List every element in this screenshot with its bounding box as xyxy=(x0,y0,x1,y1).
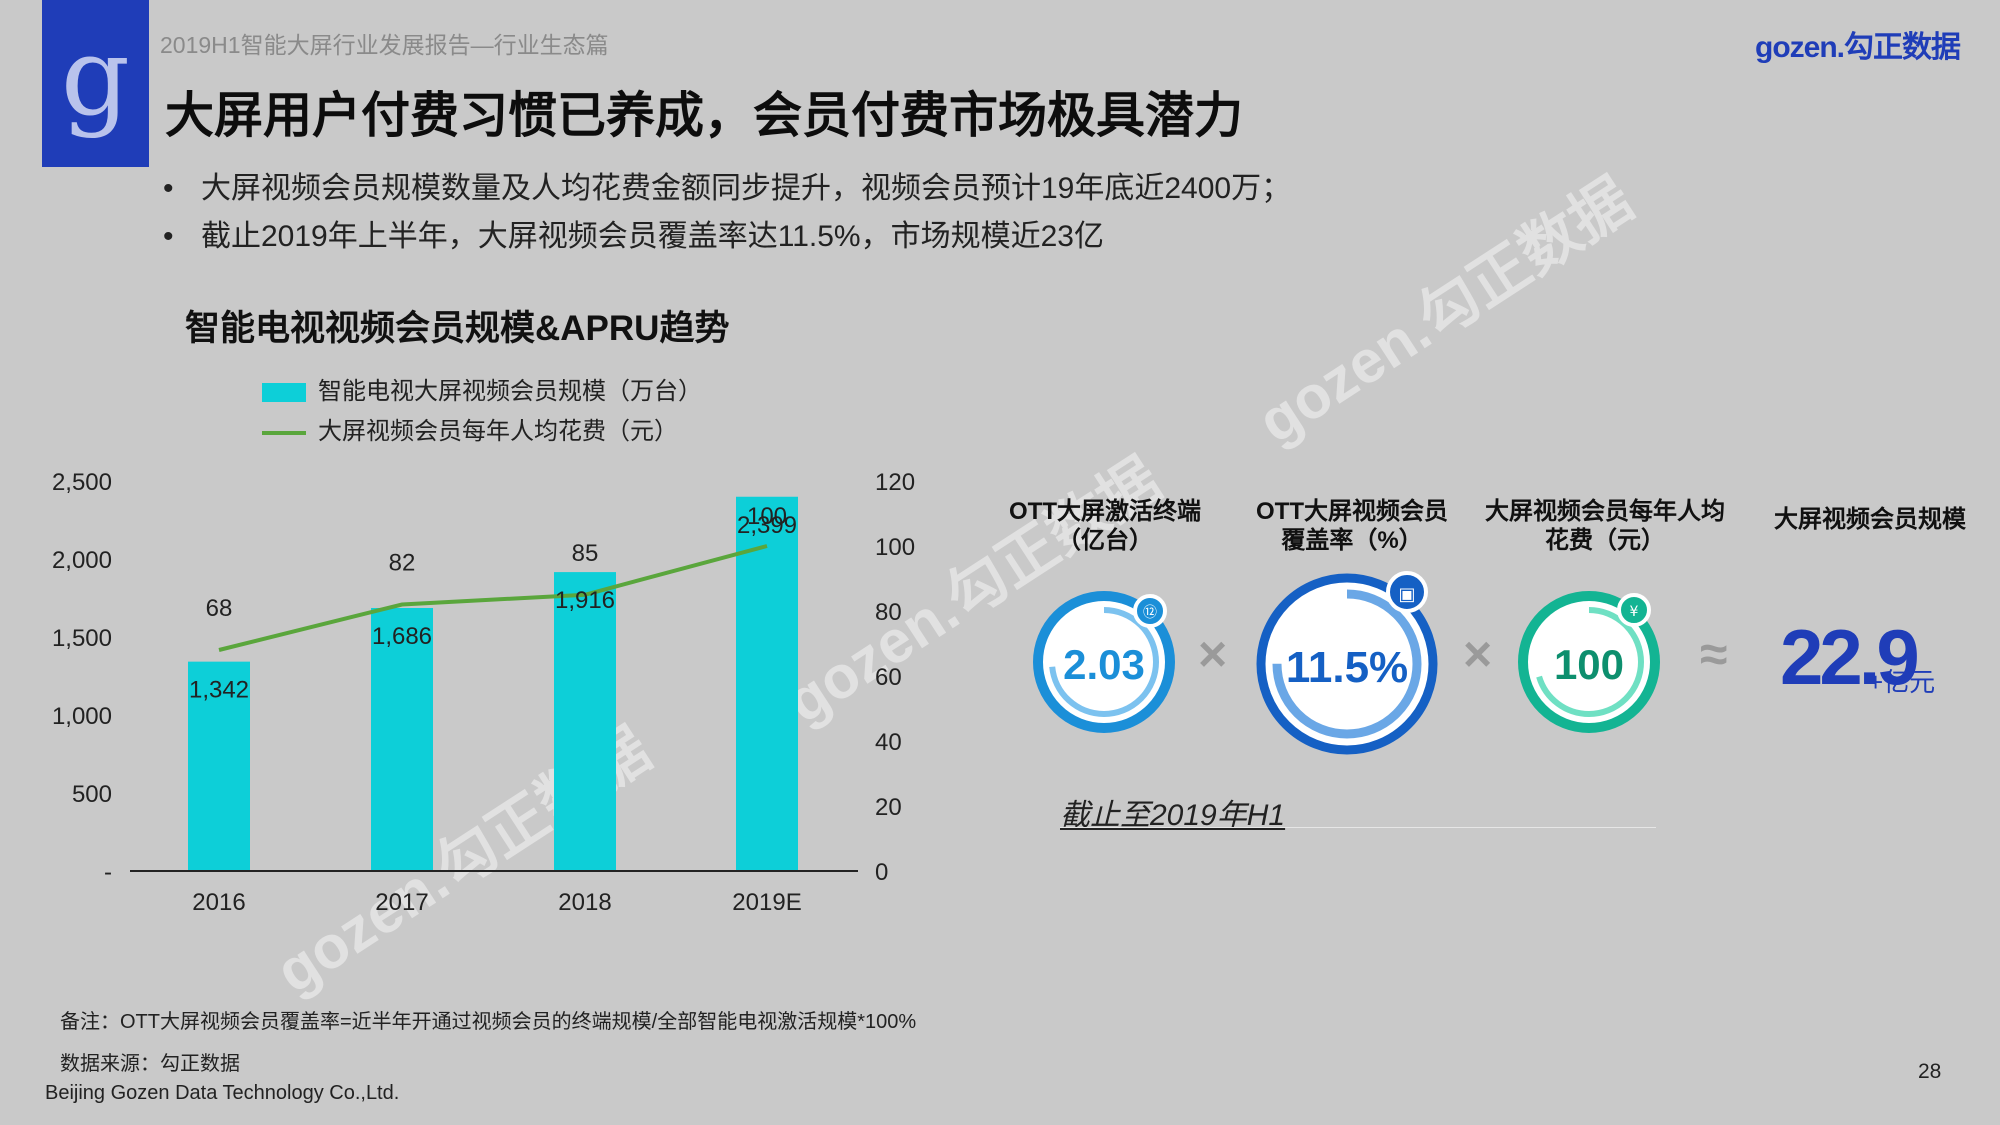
yuan-icon xyxy=(1617,593,1651,627)
kpi-circle-terminals: 2.03 ⑫ xyxy=(1033,591,1175,733)
data-source: 数据来源：勾正数据 xyxy=(60,1053,240,1075)
bullet-item: • 大屏视频会员规模数量及人均花费金额同步提升，视频会员预计19年底近2400万； xyxy=(163,163,1291,207)
kpi-value: 100 xyxy=(1554,641,1624,688)
x-tick-label: 2019E xyxy=(732,889,801,916)
bullet-dot-icon: • xyxy=(163,172,174,205)
line-data-label: 68 xyxy=(206,595,233,622)
approx-operator: ≈ xyxy=(1700,626,1728,682)
y-right-tick-label: 20 xyxy=(875,794,902,821)
result-unit: +亿元 xyxy=(1868,667,1936,697)
kpi-label-line: OTT大屏激活终端 xyxy=(1009,498,1201,525)
kpi-label-line: OTT大屏视频会员 xyxy=(1256,498,1448,525)
y-right-tick-label: 40 xyxy=(875,729,902,756)
bullet-item: • 截止2019年上半年，大屏视频会员覆盖率达11.5%，市场规模近23亿 xyxy=(163,211,1104,255)
bullet-dot-icon: • xyxy=(163,220,174,253)
legend-label: 智能电视大屏视频会员规模（万台） xyxy=(318,378,702,405)
bar xyxy=(736,496,798,871)
bar xyxy=(371,607,433,871)
y-right-tick-label: 100 xyxy=(875,534,915,561)
kpi-label-arpu: 大屏视频会员每年人均 花费（元） xyxy=(1465,497,1745,555)
line-data-label: 100 xyxy=(747,503,787,530)
yuan-icon-glyph: ¥ xyxy=(1630,604,1639,620)
kpi-label-line: 大屏视频会员每年人均 xyxy=(1485,498,1725,525)
kpi-label-result: 大屏视频会员规模 xyxy=(1774,506,1966,533)
legend-swatch-line xyxy=(262,430,306,435)
bar-data-label: 1,342 xyxy=(189,677,249,704)
kpi-circle-arpu: 100 ¥ xyxy=(1518,591,1660,733)
page-number: 28 xyxy=(1918,1060,1942,1083)
bullet-text: 大屏视频会员规模数量及人均花费金额同步提升，视频会员预计19年底近2400万； xyxy=(201,172,1292,205)
calendar-icon xyxy=(1133,594,1167,628)
legend-swatch-bar xyxy=(262,383,306,403)
as-of-date: 截止至2019年H1 xyxy=(1060,799,1286,832)
y-right-tick-label: 80 xyxy=(875,599,902,626)
screen-icon-glyph: ▣ xyxy=(1398,584,1415,605)
y-left-tick-label: 500 xyxy=(72,781,112,808)
kpi-label-line: 花费（元） xyxy=(1545,527,1665,554)
times-operator: × xyxy=(1198,626,1228,682)
line-data-label: 85 xyxy=(572,540,599,567)
brand-logo: gozen.勾正数据 xyxy=(1755,31,1961,64)
bar-data-label: 1,686 xyxy=(372,623,432,650)
y-left-tick-label: 2,000 xyxy=(52,547,112,574)
y-right-tick-label: 120 xyxy=(875,469,915,496)
x-tick-label: 2017 xyxy=(375,889,428,916)
divider xyxy=(1060,827,1656,828)
y-right-tick-label: 60 xyxy=(875,664,902,691)
kpi-label-terminals: OTT大屏激活终端 （亿台） xyxy=(985,497,1225,555)
company-name: Beijing Gozen Data Technology Co.,Ltd. xyxy=(45,1082,400,1104)
bar-data-label: 2,399 xyxy=(737,512,797,539)
result-value: 22.9 xyxy=(1780,613,1920,701)
bar xyxy=(554,572,616,871)
bar-data-label: 1,916 xyxy=(555,587,615,614)
times-operator: × xyxy=(1463,626,1493,682)
kpi-label-coverage: OTT大屏视频会员 覆盖率（%） xyxy=(1232,497,1472,555)
kpi-label-line: 覆盖率（%） xyxy=(1281,527,1423,554)
calendar-icon-glyph: ⑫ xyxy=(1143,605,1157,621)
kpi-value: 2.03 xyxy=(1063,641,1145,688)
logo-box xyxy=(42,0,149,167)
kpi-circle-coverage: 11.5% ▣ xyxy=(1256,571,1438,755)
y-left-tick-label: - xyxy=(104,859,112,886)
y-right-tick-label: 0 xyxy=(875,859,888,886)
screen-icon xyxy=(1386,571,1428,613)
kpi-value: 11.5% xyxy=(1286,643,1408,692)
y-left-tick-label: 1,500 xyxy=(52,625,112,652)
chart-title: 智能电视视频会员规模&APRU趋势 xyxy=(185,309,730,348)
line-data-label: 82 xyxy=(389,550,416,577)
bar xyxy=(188,661,250,871)
logo-g-icon: g xyxy=(60,15,131,140)
bullet-text: 截止2019年上半年，大屏视频会员覆盖率达11.5%，市场规模近23亿 xyxy=(201,220,1104,253)
report-title: 2019H1智能大屏行业发展报告—行业生态篇 xyxy=(160,32,609,58)
page-title: 大屏用户付费习惯已养成，会员付费市场极具潜力 xyxy=(165,89,1244,143)
legend-label: 大屏视频会员每年人均花费（元） xyxy=(318,418,678,445)
legend-item-bar: 智能电视大屏视频会员规模（万台） xyxy=(262,371,702,406)
x-tick-label: 2016 xyxy=(192,889,245,916)
footnote: 备注：OTT大屏视频会员覆盖率=近半年开通过视频会员的终端规模/全部智能电视激活… xyxy=(60,1011,917,1033)
kpi-label-line: （亿台） xyxy=(1057,527,1153,554)
legend-item-line: 大屏视频会员每年人均花费（元） xyxy=(262,411,678,446)
y-left-tick-label: 2,500 xyxy=(52,469,112,496)
y-left-tick-label: 1,000 xyxy=(52,703,112,730)
series-line xyxy=(218,544,768,652)
x-tick-label: 2018 xyxy=(558,889,611,916)
